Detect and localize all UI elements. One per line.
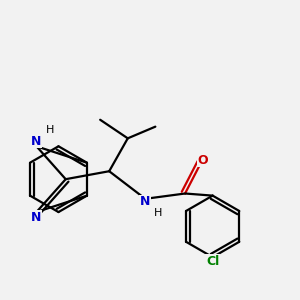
Text: H: H [46, 125, 54, 135]
Text: O: O [198, 154, 208, 166]
Text: Cl: Cl [206, 255, 219, 268]
Text: N: N [140, 196, 151, 208]
Text: N: N [31, 211, 42, 224]
Text: N: N [31, 134, 42, 148]
Text: H: H [154, 208, 162, 218]
